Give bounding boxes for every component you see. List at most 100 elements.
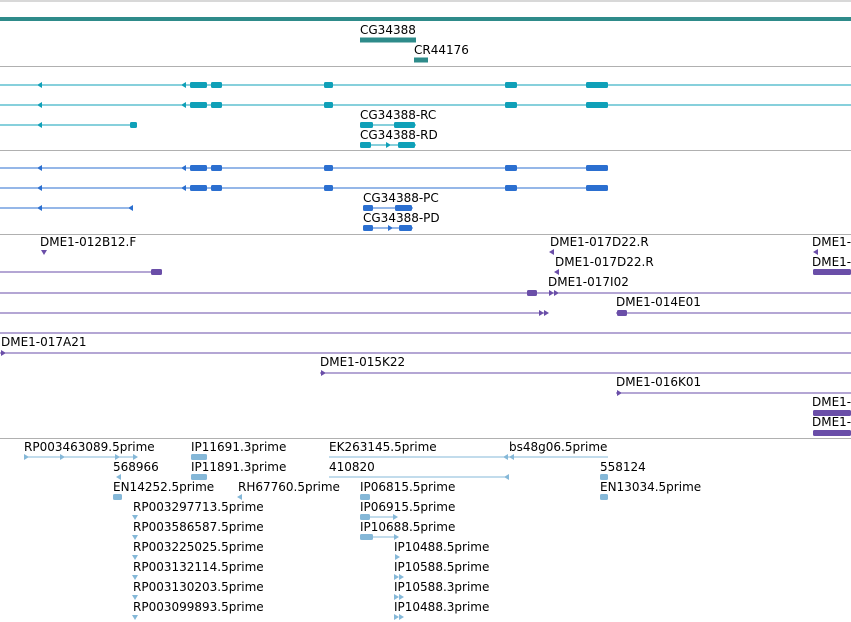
mrna-track-exon[interactable] xyxy=(586,102,608,108)
label-rp003225025[interactable]: RP003225025.5prime xyxy=(133,540,264,554)
label-rh67760[interactable]: RH67760.5prime xyxy=(238,480,340,494)
gene-track-feature-bar[interactable] xyxy=(360,37,416,43)
protein-track-exon[interactable] xyxy=(211,185,222,191)
label-dme1-right-d[interactable]: DME1- xyxy=(812,415,851,429)
clone-track-strand-arrow-icon xyxy=(41,250,47,255)
protein-track-exon[interactable] xyxy=(324,185,333,191)
clone-track-exon[interactable] xyxy=(813,430,851,436)
clone-track-exon[interactable] xyxy=(813,269,851,275)
label-ip10588-3[interactable]: IP10588.3prime xyxy=(394,580,489,594)
label-ip10488-5[interactable]: IP10488.5prime xyxy=(394,540,489,554)
est-track-strand-arrow-icon xyxy=(132,595,138,600)
label-ip11691[interactable]: IP11691.3prime xyxy=(191,440,286,454)
est-track-strand-arrow-icon xyxy=(132,575,138,580)
est-track-exon[interactable] xyxy=(360,514,370,520)
mrna-track-exon[interactable] xyxy=(211,102,222,108)
label-cg34388[interactable]: CG34388 xyxy=(360,23,416,37)
label-410820[interactable]: 410820 xyxy=(329,460,375,474)
clone-track-strand-arrow-icon xyxy=(813,249,818,255)
mrna-track-exon[interactable] xyxy=(394,122,415,128)
label-cr44176[interactable]: CR44176 xyxy=(414,43,469,57)
label-rp003297713[interactable]: RP003297713.5prime xyxy=(133,500,264,514)
clone-track-strand-arrow-icon xyxy=(549,290,554,296)
protein-track-exon[interactable] xyxy=(395,205,412,211)
protein-track-exon[interactable] xyxy=(586,165,608,171)
mrna-track-exon[interactable] xyxy=(505,82,517,88)
label-568966[interactable]: 568966 xyxy=(113,460,159,474)
protein-track-strand-arrow-icon xyxy=(37,165,42,171)
label-ek263145[interactable]: EK263145.5prime xyxy=(329,440,437,454)
label-rp003132114[interactable]: RP003132114.5prime xyxy=(133,560,264,574)
label-ip06915[interactable]: IP06915.5prime xyxy=(360,500,455,514)
protein-track-exon[interactable] xyxy=(505,185,517,191)
mrna-track-exon[interactable] xyxy=(130,122,137,128)
label-cg34388-pd[interactable]: CG34388-PD xyxy=(363,211,440,225)
protein-track-exon[interactable] xyxy=(586,185,608,191)
est-track-exon[interactable] xyxy=(113,494,122,500)
label-rp003099893[interactable]: RP003099893.5prime xyxy=(133,600,264,614)
label-dme1-012b12-f[interactable]: DME1-012B12.F xyxy=(40,235,136,249)
label-dme1-017d22-r-a[interactable]: DME1-017D22.R xyxy=(550,235,649,249)
mrna-track-strand-arrow-icon xyxy=(37,82,42,88)
mrna-track-exon[interactable] xyxy=(324,82,333,88)
est-track-exon[interactable] xyxy=(600,494,608,500)
label-cg34388-rc[interactable]: CG34388-RC xyxy=(360,108,436,122)
est-track-exon[interactable] xyxy=(360,494,370,500)
mrna-track-exon[interactable] xyxy=(211,82,222,88)
label-558124[interactable]: 558124 xyxy=(600,460,646,474)
label-cg34388-pc[interactable]: CG34388-PC xyxy=(363,191,439,205)
mrna-track-exon[interactable] xyxy=(360,122,373,128)
label-dme1-014e01[interactable]: DME1-014E01 xyxy=(616,295,701,309)
mrna-track-exon[interactable] xyxy=(586,82,608,88)
label-ip10488-3[interactable]: IP10488.3prime xyxy=(394,600,489,614)
mrna-track-exon[interactable] xyxy=(190,82,207,88)
est-track-strand-arrow-icon xyxy=(132,535,138,540)
label-dme1-right-b[interactable]: DME1- xyxy=(812,255,851,269)
label-dme1-016k01[interactable]: DME1-016K01 xyxy=(616,375,701,389)
protein-track-exon[interactable] xyxy=(399,225,412,231)
protein-track-exon[interactable] xyxy=(190,185,207,191)
est-track-exon[interactable] xyxy=(191,454,207,460)
label-en13034[interactable]: EN13034.5prime xyxy=(600,480,701,494)
protein-track-exon[interactable] xyxy=(505,165,517,171)
label-ip06815[interactable]: IP06815.5prime xyxy=(360,480,455,494)
est-track-strand-arrow-icon xyxy=(133,454,138,460)
label-ip10588-5[interactable]: IP10588.5prime xyxy=(394,560,489,574)
gene-track-feature-bar[interactable] xyxy=(414,57,428,63)
label-dme1-right-a[interactable]: DME1- xyxy=(812,235,851,249)
protein-track-exon[interactable] xyxy=(190,165,207,171)
mrna-track-exon[interactable] xyxy=(398,142,415,148)
label-bs48g06[interactable]: bs48g06.5prime xyxy=(509,440,607,454)
protein-track-exon[interactable] xyxy=(363,205,373,211)
label-rp003130203[interactable]: RP003130203.5prime xyxy=(133,580,264,594)
label-dme1-right-c[interactable]: DME1- xyxy=(812,395,851,409)
label-cg34388-rd[interactable]: CG34388-RD xyxy=(360,128,438,142)
est-track-exon[interactable] xyxy=(191,474,207,480)
est-track-exon[interactable] xyxy=(360,534,373,540)
mrna-track-exon[interactable] xyxy=(360,142,371,148)
protein-track-exon[interactable] xyxy=(324,165,333,171)
label-ip10688[interactable]: IP10688.5prime xyxy=(360,520,455,534)
clone-track-exon[interactable] xyxy=(527,290,537,296)
clone-track-exon[interactable] xyxy=(617,310,627,316)
label-rp003463089[interactable]: RP003463089.5prime xyxy=(24,440,155,454)
mrna-track-exon[interactable] xyxy=(505,102,517,108)
gene-span-track xyxy=(0,17,851,21)
label-dme1-017a21[interactable]: DME1-017A21 xyxy=(1,335,87,349)
label-en14252[interactable]: EN14252.5prime xyxy=(113,480,214,494)
est-track-exon[interactable] xyxy=(600,474,608,480)
protein-track-exon[interactable] xyxy=(363,225,373,231)
mrna-track-exon[interactable] xyxy=(190,102,207,108)
clone-track-exon[interactable] xyxy=(151,269,162,275)
label-ip11891[interactable]: IP11891.3prime xyxy=(191,460,286,474)
label-dme1-017d22-r-b[interactable]: DME1-017D22.R xyxy=(555,255,654,269)
label-dme1-015k22[interactable]: DME1-015K22 xyxy=(320,355,405,369)
protein-track-strand-arrow-icon xyxy=(181,185,186,191)
gene-span-track-feature-bar[interactable] xyxy=(0,17,851,21)
label-rp003586587[interactable]: RP003586587.5prime xyxy=(133,520,264,534)
mrna-track-exon[interactable] xyxy=(324,102,333,108)
label-dme1-017i02[interactable]: DME1-017I02 xyxy=(548,275,629,289)
protein-track-exon[interactable] xyxy=(211,165,222,171)
clone-track-exon[interactable] xyxy=(813,410,851,416)
